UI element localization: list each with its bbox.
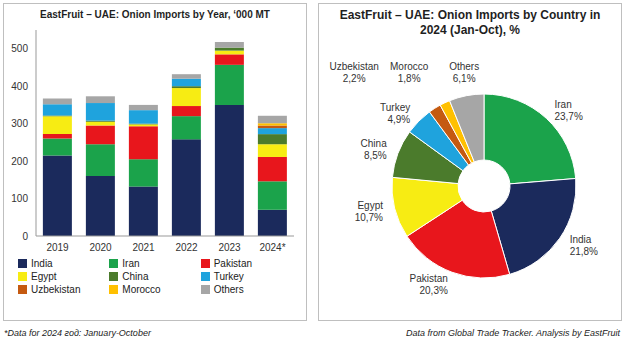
svg-text:2024*: 2024* xyxy=(259,242,285,253)
svg-text:200: 200 xyxy=(11,156,28,167)
svg-text:100: 100 xyxy=(11,193,28,204)
svg-text:China8,5%: China8,5% xyxy=(361,138,388,161)
html-text:Morocco: Morocco xyxy=(122,284,161,295)
html-text:*Data for 2024 год: January-Oc: *Data for 2024 год: January-October xyxy=(4,328,151,338)
html-text:EastFruit – UAE: Onion Imports: EastFruit – UAE: Onion Imports by Countr… xyxy=(339,8,601,37)
svg-text:500: 500 xyxy=(11,43,28,54)
svg-text:Egypt10,7%: Egypt10,7% xyxy=(355,200,384,223)
html-text:Turkey: Turkey xyxy=(213,271,244,282)
svg-text:India21,8%: India21,8% xyxy=(570,234,598,257)
svg-text:0: 0 xyxy=(22,231,28,242)
html-text:Others: Others xyxy=(213,284,244,295)
html-text:Uzbekistan: Uzbekistan xyxy=(31,284,81,295)
svg-text:2020: 2020 xyxy=(89,242,112,253)
svg-text:Turkey4,9%: Turkey4,9% xyxy=(380,102,410,125)
html-text:China: China xyxy=(122,271,149,282)
svg-text:2019: 2019 xyxy=(46,242,69,253)
html-text:India: India xyxy=(31,258,53,269)
html-text:Egypt: Egypt xyxy=(31,271,57,282)
html-text:Iran: Iran xyxy=(122,258,140,269)
svg-text:Others6,1%: Others6,1% xyxy=(449,61,479,84)
svg-text:Uzbekistan2,2%: Uzbekistan2,2% xyxy=(329,61,378,84)
svg-text:Pakistan20,3%: Pakistan20,3% xyxy=(409,273,447,296)
html-text:Data from Global Trade Tracker: Data from Global Trade Tracker. Analysis… xyxy=(405,328,620,338)
svg-text:2023: 2023 xyxy=(218,242,241,253)
svg-text:Iran23,7%: Iran23,7% xyxy=(554,99,582,122)
svg-text:300: 300 xyxy=(11,118,28,129)
svg-text:Morocco1,8%: Morocco1,8% xyxy=(390,61,429,84)
svg-text:2022: 2022 xyxy=(175,242,198,253)
svg-text:2021: 2021 xyxy=(132,242,155,253)
html-text:Pakistan: Pakistan xyxy=(213,258,252,269)
svg-text:400: 400 xyxy=(11,81,28,92)
html-text:EastFruit – UAE: Onion Imports: EastFruit – UAE: Onion Imports by Year, … xyxy=(40,9,270,20)
